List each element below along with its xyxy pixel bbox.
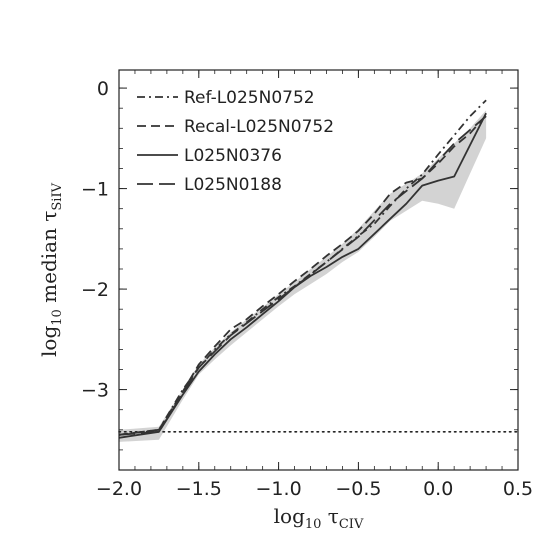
y-axis-title: log10 median τSiIV [37,182,65,357]
legend-label: Recal-L025N0752 [184,117,334,137]
x-tick-label: −1.5 [176,478,222,500]
legend: Ref-L025N0752 Recal-L025N0752 L025N0376 L02… [137,88,334,195]
legend-label: L025N0376 [184,146,282,166]
plot-frame [118,69,519,471]
x-tick-label: 0.0 [423,478,453,500]
y-tick-label: 0 [97,78,109,100]
y-tick-label: −1 [81,179,109,201]
legend-label: Ref-L025N0752 [184,88,315,108]
x-axis-title: log10 τCIV [274,504,364,532]
x-tick-label: −2.0 [96,478,142,500]
x-tick-label: 0.5 [503,478,533,500]
series-line-recal-l025n0752 [118,114,487,436]
y-tick-label: −2 [81,279,109,301]
x-tick-label: −1.0 [256,478,302,500]
series-line-l025n0376 [118,112,487,439]
x-tick-label: −0.5 [335,478,381,500]
tick-layer: −2.0 −1.5 −1.0 −0.5 0.0 0.5 0 −1 −2 −3 [81,70,533,500]
series-layer [118,99,487,439]
legend-label: L025N0188 [184,175,282,195]
series-line-ref-l025n0752 [118,99,487,436]
series-line-l025n0188 [118,115,487,436]
y-tick-label: −3 [81,380,109,402]
